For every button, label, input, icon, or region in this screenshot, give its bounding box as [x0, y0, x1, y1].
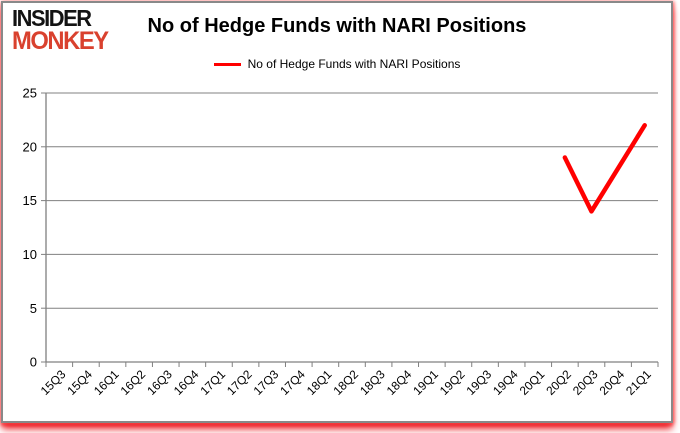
y-axis-label: 20 — [23, 139, 37, 154]
line-chart: 051015202515Q315Q416Q116Q216Q316Q417Q117… — [23, 86, 659, 398]
x-axis-label: 18Q4 — [384, 367, 415, 398]
legend-line-swatch — [213, 62, 241, 66]
y-axis-label: 5 — [30, 301, 37, 316]
x-axis-label: 15Q3 — [38, 367, 69, 398]
x-axis-label: 16Q1 — [91, 367, 122, 398]
x-axis-label: 18Q3 — [357, 367, 388, 398]
y-axis-label: 25 — [23, 86, 37, 101]
legend-label: No of Hedge Funds with NARI Positions — [247, 57, 461, 71]
x-axis-label: 16Q3 — [144, 367, 175, 398]
data-series-line — [562, 123, 647, 214]
x-axis-label: 16Q2 — [118, 367, 149, 398]
logo-word-monkey: MONKEY — [12, 26, 109, 55]
chart-frame: INSIDER MONKEY No of Hedge Funds with NA… — [1, 1, 673, 423]
x-axis-label: 18Q1 — [304, 367, 335, 398]
x-axis-label: 20Q2 — [543, 367, 574, 398]
x-axis-label: 20Q4 — [597, 367, 628, 398]
x-axis-label: 19Q4 — [490, 367, 521, 398]
chart-title: No of Hedge Funds with NARI Positions — [147, 15, 527, 37]
x-axis-label: 17Q1 — [197, 367, 228, 398]
y-axis-label: 15 — [23, 193, 37, 208]
x-axis-label: 19Q2 — [437, 367, 468, 398]
x-axis-label: 19Q1 — [410, 367, 441, 398]
y-axis-label: 0 — [30, 355, 37, 370]
x-axis-label: 17Q2 — [224, 367, 255, 398]
x-axis-label: 17Q4 — [277, 367, 308, 398]
x-axis-label: 15Q4 — [64, 367, 95, 398]
insider-monkey-logo: INSIDER MONKEY — [12, 5, 109, 55]
x-axis-label: 18Q2 — [330, 367, 361, 398]
y-axis-label: 10 — [23, 247, 37, 262]
x-axis-label: 20Q1 — [517, 367, 548, 398]
logo-word-insider: INSIDER — [12, 5, 92, 31]
chart-legend: No of Hedge Funds with NARI Positions — [3, 57, 671, 71]
x-axis-label: 16Q4 — [171, 367, 202, 398]
x-axis-label: 20Q3 — [570, 367, 601, 398]
x-axis-label: 17Q3 — [251, 367, 282, 398]
x-axis-label: 19Q3 — [464, 367, 495, 398]
x-axis-label: 21Q1 — [623, 367, 654, 398]
